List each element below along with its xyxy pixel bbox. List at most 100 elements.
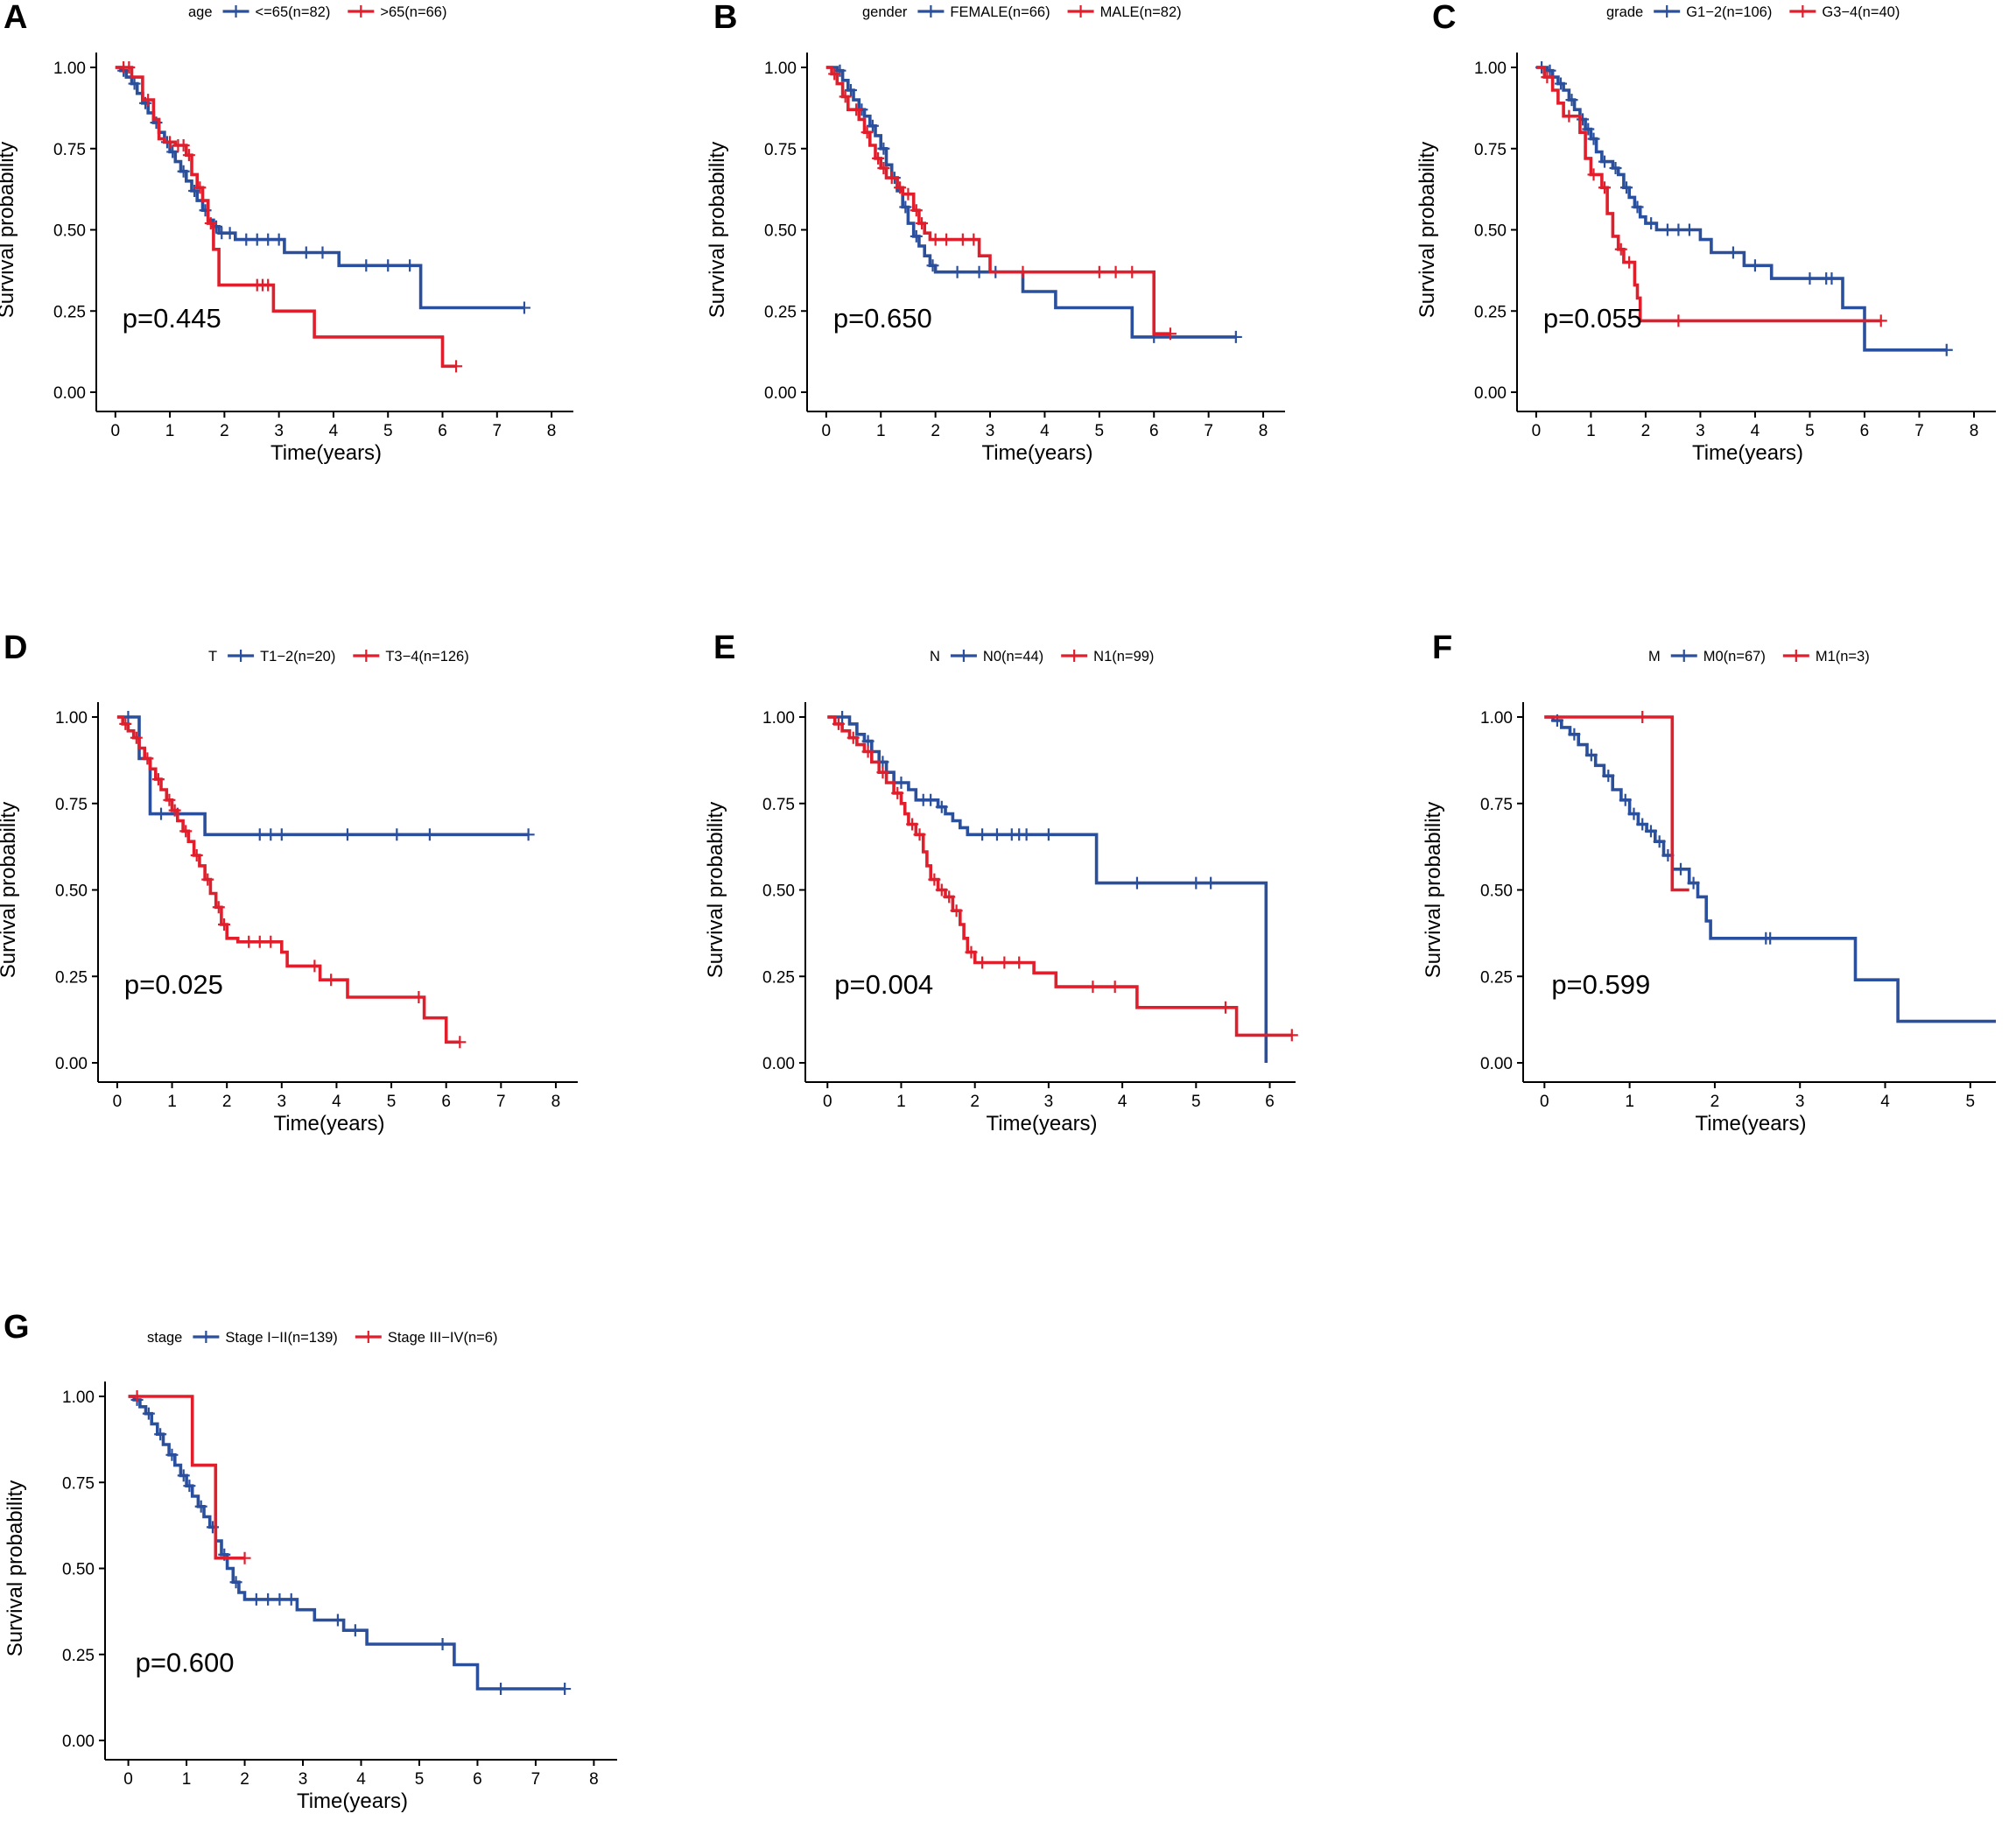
censor-mark	[828, 67, 841, 81]
x-tick-label: 8	[551, 1093, 561, 1111]
legend-key-1	[917, 5, 945, 18]
censor-mark	[1163, 327, 1177, 341]
x-tick-label: 3	[277, 1093, 287, 1111]
y-tick-label: 0.25	[55, 968, 88, 987]
x-tick-label: 1	[1625, 1093, 1634, 1111]
censor-mark	[154, 1428, 167, 1441]
censor-mark	[906, 818, 919, 831]
km-panel-e: E N N0(n=44) N1(n=99) 0.00 0.25 0.50 0.75 1.00 0 1…	[704, 629, 1298, 1135]
x-tick-label: 5	[1805, 422, 1815, 440]
censor-mark	[495, 1683, 508, 1696]
censor-mark	[902, 187, 915, 200]
panel-letter: F	[1432, 629, 1452, 666]
censor-mark	[436, 1637, 449, 1650]
censor-mark	[1636, 818, 1649, 831]
censor-mark	[517, 301, 530, 314]
legend-key-2	[348, 5, 375, 18]
x-tick-label: 1	[1586, 422, 1596, 440]
censor-mark	[910, 229, 923, 243]
censor-mark	[976, 956, 989, 969]
censor-mark	[165, 1448, 179, 1461]
censor-mark	[846, 731, 860, 744]
y-tick-label: 0.25	[762, 968, 795, 987]
censor-mark	[891, 786, 904, 799]
censor-mark	[453, 1036, 467, 1049]
censor-mark	[262, 278, 275, 292]
censor-mark	[913, 828, 926, 841]
censor-mark	[262, 233, 275, 246]
censor-mark	[1598, 155, 1612, 168]
y-tick-label: 0.25	[1480, 968, 1513, 987]
censor-mark	[895, 777, 908, 790]
censor-mark	[450, 360, 463, 373]
x-tick-label: 2	[931, 422, 940, 440]
censor-mark	[142, 1407, 155, 1420]
km-curve-1	[115, 66, 524, 310]
legend-label-2: T3−4(n=126)	[385, 649, 468, 664]
censor-mark	[1874, 314, 1887, 327]
p-value-label: p=0.600	[136, 1647, 235, 1677]
y-tick-label: 0.25	[1474, 303, 1507, 321]
y-tick-label: 0.00	[62, 1733, 95, 1751]
censor-mark	[877, 142, 890, 155]
x-tick-label: 0	[822, 422, 832, 440]
x-axis-title: Time(years)	[1695, 1112, 1806, 1135]
km-curve-2	[825, 66, 1170, 335]
km-panel-d: D T T1−2(n=20) T3−4(n=126) 0.00 0.25 0.50 0.75 1…	[0, 629, 578, 1135]
x-tick-label: 7	[493, 422, 502, 440]
censor-mark	[1675, 862, 1687, 875]
censor-mark	[193, 181, 207, 194]
x-tick-label: 8	[589, 1770, 599, 1789]
censor-mark	[177, 165, 190, 178]
censor-mark	[1631, 200, 1644, 214]
x-tick-label: 2	[220, 422, 229, 440]
y-axis-title: Survival probability	[0, 802, 20, 978]
censor-mark	[177, 1469, 190, 1482]
censor-mark	[240, 233, 253, 246]
censor-mark	[832, 717, 845, 730]
censor-mark	[956, 233, 969, 246]
censor-mark	[308, 960, 321, 973]
x-tick-label: 3	[1795, 1093, 1805, 1111]
censor-mark	[1587, 168, 1600, 181]
legend-label-1: G1−2(n=106)	[1686, 4, 1772, 20]
panel-letter: B	[713, 0, 737, 36]
x-tick-label: 6	[441, 1093, 451, 1111]
censor-mark	[1013, 956, 1026, 969]
legend-label-2: M1(n=3)	[1816, 649, 1870, 664]
x-tick-label: 4	[332, 1093, 341, 1111]
y-tick-label: 0.75	[762, 796, 795, 814]
x-tick-label: 0	[111, 422, 121, 440]
censor-mark	[861, 745, 875, 758]
censor-mark	[194, 1500, 207, 1513]
y-tick-label: 0.25	[53, 303, 86, 321]
panel-letter: E	[713, 629, 735, 666]
censor-mark	[836, 711, 849, 723]
legend-label-1: M0(n=67)	[1703, 649, 1766, 664]
x-tick-label: 3	[1044, 1093, 1054, 1111]
censor-mark	[973, 265, 986, 278]
x-tick-label: 1	[165, 422, 175, 440]
censor-mark	[299, 246, 313, 259]
censor-mark	[861, 735, 875, 748]
x-tick-label: 6	[438, 422, 447, 440]
censor-mark	[166, 145, 179, 158]
x-tick-label: 8	[1259, 422, 1268, 440]
censor-mark	[123, 61, 136, 74]
censor-mark	[1726, 246, 1739, 259]
y-tick-label: 0.50	[53, 222, 86, 241]
y-tick-label: 0.00	[53, 384, 86, 403]
censor-mark	[1687, 876, 1700, 889]
x-tick-label: 5	[387, 1093, 397, 1111]
legend-key-2	[1789, 5, 1816, 18]
censor-mark	[130, 731, 143, 744]
y-tick-label: 0.50	[62, 1561, 95, 1579]
censor-mark	[1614, 243, 1627, 256]
censor-mark	[201, 873, 214, 886]
censor-mark	[926, 259, 939, 272]
censor-mark	[163, 793, 176, 806]
km-curve-2	[116, 715, 460, 1044]
censor-mark	[924, 793, 938, 806]
legend-key-2	[1067, 5, 1094, 18]
